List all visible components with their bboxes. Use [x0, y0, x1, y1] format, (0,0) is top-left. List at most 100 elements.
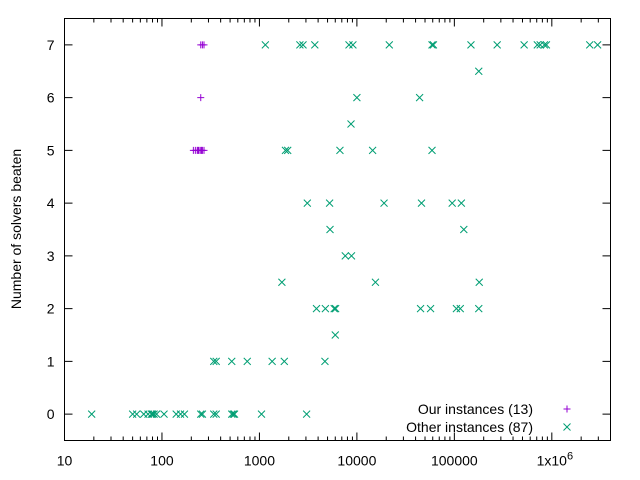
other-instance-point — [459, 225, 468, 234]
other-instance-point — [429, 41, 438, 49]
y-axis: 0 1 2 3 4 5 6 7 — [47, 37, 611, 422]
x-axis: 10 100 1000 10000 100000 1x106 — [57, 18, 611, 469]
other-instance-point — [278, 278, 286, 287]
other-instance-point — [227, 410, 236, 418]
other-instance-point — [268, 357, 276, 366]
other-instance-point — [176, 410, 185, 418]
legend-marker-other-instances — [563, 423, 571, 431]
y-axis-title: Number of solvers beaten — [8, 149, 24, 309]
x-tick-label: 100000 — [431, 453, 478, 469]
other-instance-point — [243, 357, 252, 366]
other-instance-point — [368, 146, 377, 155]
other-instance-point — [299, 41, 307, 49]
other-instance-point — [87, 410, 96, 418]
other-instance-point — [281, 146, 290, 155]
y-tick-label: 4 — [47, 195, 55, 211]
other-instance-point — [230, 410, 239, 418]
other-instance-point — [196, 410, 205, 418]
other-instance-point — [540, 41, 549, 49]
plot-area-frame — [64, 18, 611, 441]
other-instance-point — [331, 331, 340, 339]
other-instance-point — [456, 304, 465, 313]
x-tick-label: 10 — [57, 453, 73, 469]
x-tick-label: 10000 — [337, 453, 376, 469]
other-instance-point — [302, 410, 311, 418]
other-instance-point — [229, 410, 238, 418]
other-instance-point — [380, 199, 388, 207]
other-instance-point — [371, 278, 380, 287]
other-instance-point — [310, 41, 319, 49]
other-instance-point — [474, 304, 483, 313]
other-instance-point — [336, 146, 344, 155]
other-instance-point — [331, 304, 340, 313]
other-instance-point — [296, 41, 304, 49]
y-tick-label: 2 — [47, 301, 55, 317]
other-instance-point — [227, 357, 236, 366]
legend: Our instances (13) Other instances (87) — [406, 401, 571, 435]
other-instance-point — [347, 252, 356, 260]
other-instance-point — [349, 41, 357, 49]
other-instance-point — [283, 146, 292, 155]
other-instance-point — [385, 41, 394, 49]
other-instance-point — [452, 304, 461, 313]
other-instance-point — [428, 41, 436, 49]
x-tick-label: 1000 — [244, 453, 275, 469]
other-instance-point — [152, 410, 161, 418]
y-tick-label: 3 — [47, 248, 55, 264]
other-instance-point — [280, 357, 289, 366]
other-instance-point — [150, 410, 158, 418]
other-instance-point — [128, 410, 137, 418]
legend-label-our-instances: Our instances (13) — [418, 401, 533, 417]
other-instance-point — [325, 199, 334, 207]
other-instance-point — [148, 410, 157, 418]
other-instance-point — [426, 304, 435, 313]
other-instance-point — [312, 304, 321, 313]
other-instance-point — [321, 304, 330, 313]
our-instance-point — [200, 41, 208, 49]
other-instance-point — [209, 410, 218, 418]
other-instance-point — [321, 357, 329, 366]
other-instance-point — [212, 410, 221, 418]
other-instance-point — [341, 252, 350, 260]
data-points — [87, 41, 602, 418]
other-instance-point — [209, 357, 218, 366]
other-instance-point — [132, 410, 141, 418]
y-tick-label: 0 — [47, 406, 55, 422]
other-instance-point — [474, 67, 483, 76]
our-instance-point — [198, 146, 206, 154]
other-instance-point — [347, 120, 355, 128]
legend-label-other-instances: Other instances (87) — [406, 419, 533, 435]
other-instance-point — [353, 93, 361, 102]
other-instance-point — [416, 304, 425, 313]
other-instance-point — [257, 410, 266, 418]
other-instance-point — [303, 199, 312, 207]
other-instance-point — [345, 41, 353, 49]
other-instance-point — [475, 278, 484, 287]
other-instance-point — [585, 41, 594, 49]
other-instance-point — [198, 410, 207, 418]
other-instance-point — [417, 199, 426, 207]
y-tick-label: 7 — [47, 37, 55, 53]
legend-marker-our-instances — [563, 405, 571, 413]
other-instance-point — [533, 41, 542, 49]
other-instance-point — [212, 357, 221, 366]
other-instance-point — [542, 41, 551, 49]
other-instance-point — [467, 41, 475, 49]
x-tick-label: 1x106 — [537, 451, 573, 469]
y-tick-label: 1 — [47, 353, 55, 369]
other-instance-point — [457, 199, 466, 207]
other-instance-point — [180, 410, 189, 418]
other-instance-point — [326, 225, 334, 234]
other-instance-point — [160, 410, 168, 418]
other-instance-point — [415, 93, 424, 102]
other-instance-point — [520, 41, 528, 49]
other-instance-point — [330, 304, 339, 313]
other-instance-point — [428, 146, 436, 155]
y-tick-label: 5 — [47, 142, 55, 158]
our-instance-point — [197, 94, 205, 102]
other-instance-point — [261, 41, 270, 49]
y-tick-label: 6 — [47, 90, 55, 106]
other-instance-point — [448, 199, 457, 207]
x-tick-label: 100 — [150, 453, 174, 469]
